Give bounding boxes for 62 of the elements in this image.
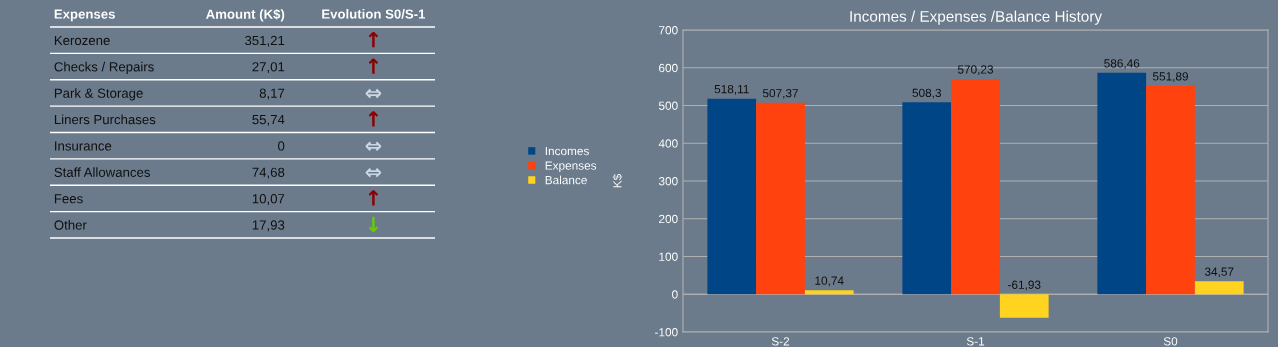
text: 8,17	[259, 88, 285, 100]
data-label: 570,23	[957, 65, 994, 76]
y-tick-label: 0	[672, 290, 678, 299]
chart-title: Incomes / Expenses /Balance History	[850, 10, 1102, 25]
y-tick-label: 400	[658, 139, 678, 148]
text: 351,21	[245, 35, 285, 47]
text: ↑	[368, 111, 379, 127]
text: ⇔	[365, 88, 382, 99]
text: 17,93	[252, 220, 285, 232]
bar	[1194, 281, 1244, 295]
text: 55,74	[252, 115, 285, 126]
x-tick-label: S-1	[966, 337, 985, 346]
category-label: Staff Allowances	[54, 167, 150, 177]
category-label: Liners Purchases	[54, 114, 156, 125]
text: Expenses	[54, 9, 115, 22]
text: ↑	[368, 32, 379, 48]
category-label: Park & Storage	[54, 88, 143, 101]
text: 27,01	[252, 62, 285, 74]
legend-label: Incomes	[545, 146, 589, 156]
bar	[951, 78, 1000, 295]
text: Amount (K$)	[206, 8, 285, 22]
data-label: 507,37	[762, 89, 798, 99]
y-tick-label: 300	[658, 177, 678, 186]
bar	[707, 98, 757, 295]
category-label: Other	[54, 220, 87, 230]
y-tick-label: -100	[655, 328, 678, 337]
category-label: Kerozene	[54, 35, 110, 46]
category-label: Insurance	[55, 141, 112, 151]
text: Evolution S0/S-1	[322, 9, 426, 19]
text: ↓	[368, 216, 379, 232]
x-tick-label: S0	[1163, 337, 1178, 346]
text: ⇔	[365, 167, 382, 178]
y-tick-label: 600	[659, 63, 678, 73]
bar	[804, 290, 854, 295]
text: 0	[278, 141, 285, 151]
data-label: -61,93	[1008, 280, 1041, 291]
y-tick-label: 200	[659, 214, 678, 224]
data-label: 508,3	[912, 88, 941, 99]
bar	[902, 102, 952, 295]
category-label: Checks / Repairs	[54, 61, 154, 75]
legend-label: Expenses	[545, 161, 597, 173]
legend-label: Balance	[545, 175, 587, 185]
y-tick-label: 700	[659, 26, 678, 35]
x-tick-label: S-2	[771, 337, 790, 346]
bar	[756, 102, 805, 295]
text: ⇔	[365, 141, 382, 151]
bar	[1097, 72, 1147, 295]
bar	[1146, 85, 1195, 295]
text: ↑	[368, 58, 379, 74]
data-label: 34,57	[1204, 267, 1234, 278]
y-axis-title: K$	[612, 173, 623, 188]
category-label: Fees	[54, 194, 83, 204]
text: 10,07	[252, 194, 285, 205]
y-tick-label: 500	[658, 101, 678, 110]
bar	[999, 294, 1049, 318]
text: 74,68	[252, 167, 285, 179]
text: ↑	[368, 190, 379, 206]
data-label: 551,89	[1152, 72, 1188, 82]
data-label: 518,11	[714, 84, 749, 95]
data-label: 586,46	[1104, 59, 1140, 69]
y-tick-label: 100	[659, 252, 678, 261]
data-label: 10,74	[815, 276, 844, 287]
